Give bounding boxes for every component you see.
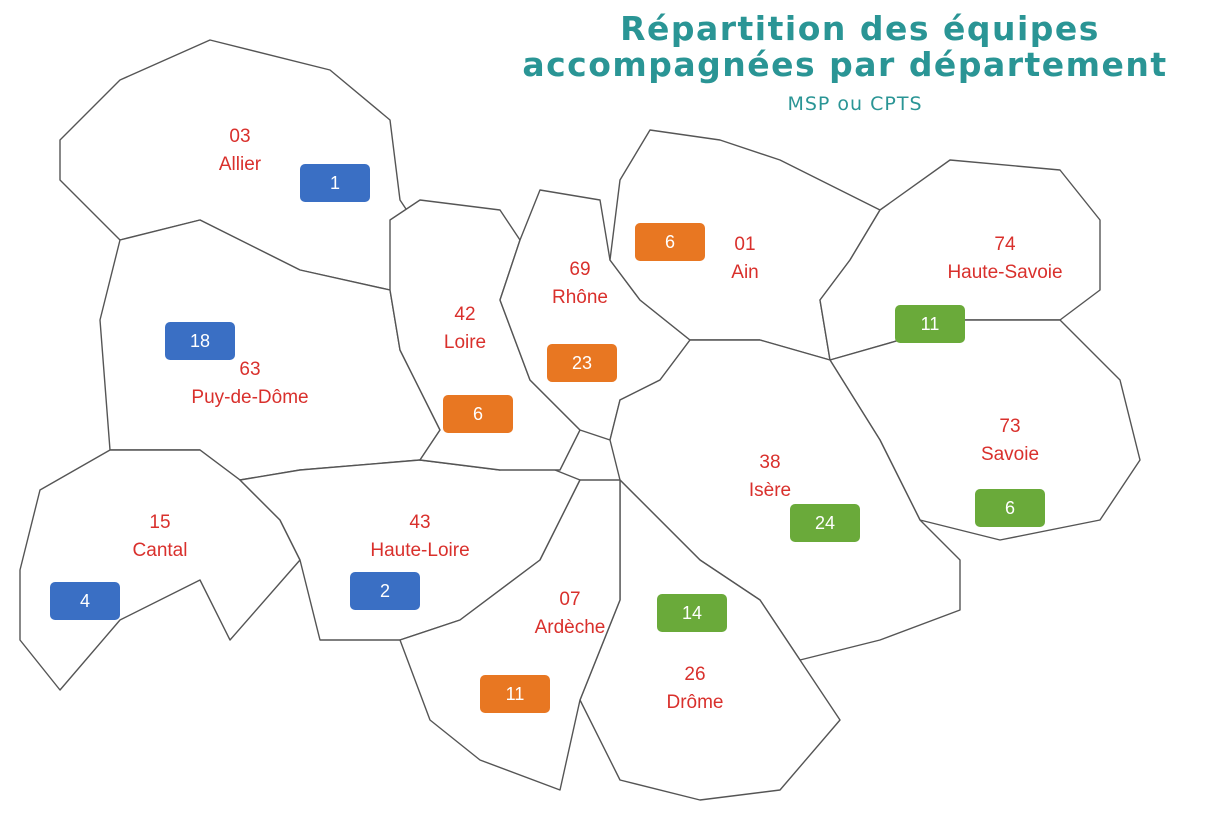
title-line: Répartition des équipes (620, 9, 1100, 48)
count-label: 11 (921, 314, 940, 334)
count-box (895, 305, 965, 343)
dept-code: 01 (734, 234, 755, 255)
count-box (975, 489, 1045, 527)
dept-code: 63 (239, 359, 260, 380)
dept-name: Cantal (133, 540, 188, 561)
count-box (635, 223, 705, 261)
count-box (300, 164, 370, 202)
dept-code: 43 (409, 512, 430, 533)
subtitle: MSP ou CPTS (787, 93, 922, 115)
outline-ardeche (399, 479, 621, 791)
outline-loire (389, 199, 581, 471)
count-box (790, 504, 860, 542)
count-box (443, 395, 513, 433)
dept-name: Rhône (552, 287, 608, 308)
count-box (657, 594, 727, 632)
dept-name: Drôme (666, 692, 723, 713)
dept-code: 73 (999, 416, 1020, 437)
outlines (19, 39, 1141, 801)
dept-name: Loire (444, 332, 486, 353)
count-label: 4 (80, 591, 90, 611)
dept-name: Savoie (981, 444, 1039, 465)
dept-code: 69 (569, 259, 590, 280)
count-label: 23 (572, 353, 592, 373)
count-label: 6 (473, 404, 483, 424)
dept-name: Puy-de-Dôme (191, 387, 308, 408)
count-label: 1 (330, 173, 340, 193)
dept-code: 26 (684, 664, 705, 685)
dept-code: 15 (149, 512, 170, 533)
dept-code: 38 (759, 452, 780, 473)
dept-code: 03 (229, 126, 250, 147)
title-line: accompagnées par département (522, 45, 1167, 84)
dept-code: 74 (994, 234, 1016, 255)
count-label: 18 (190, 331, 210, 351)
count-label: 14 (682, 603, 702, 623)
count-label: 6 (1005, 498, 1015, 518)
count-label: 11 (506, 684, 525, 704)
count-box (547, 344, 617, 382)
dept-name: Haute-Loire (370, 540, 469, 561)
count-label: 2 (380, 581, 390, 601)
dept-name: Isère (749, 480, 791, 501)
count-box (165, 322, 235, 360)
count-label: 24 (815, 513, 835, 533)
count-box (350, 572, 420, 610)
dept-code: 07 (559, 589, 580, 610)
dept-name: Allier (219, 154, 262, 175)
count-box (480, 675, 550, 713)
count-label: 6 (665, 232, 675, 252)
dept-name: Ardèche (535, 617, 606, 638)
dept-code: 42 (454, 304, 475, 325)
dept-name: Ain (731, 262, 758, 283)
count-box (50, 582, 120, 620)
dept-name: Haute-Savoie (947, 262, 1062, 283)
